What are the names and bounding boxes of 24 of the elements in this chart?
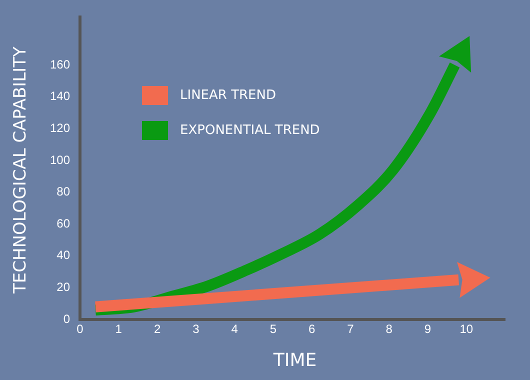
x-tick-label: 6 xyxy=(308,322,316,336)
legend-label: LINEAR TREND xyxy=(180,88,276,103)
y-axis-title: TECHNOLOGICAL CAPABILITY xyxy=(10,46,30,294)
x-tick-label: 7 xyxy=(347,322,354,336)
x-tick-label: 8 xyxy=(386,322,393,336)
x-tick-label: 2 xyxy=(154,322,161,336)
x-tick-label: 10 xyxy=(460,322,474,336)
y-tick-label: 140 xyxy=(50,89,70,104)
x-tick-label: 1 xyxy=(115,322,122,336)
x-tick-label: 3 xyxy=(192,322,200,336)
x-tick-label: 9 xyxy=(424,322,432,336)
x-axis-title: TIME xyxy=(272,350,318,371)
y-tick-label: 80 xyxy=(56,184,70,199)
y-tick-label: 120 xyxy=(50,120,70,135)
y-tick-label: 0 xyxy=(63,312,70,326)
x-tick-label: 0 xyxy=(76,322,84,336)
x-tick-label: 5 xyxy=(270,322,277,336)
y-tick-label: 100 xyxy=(50,152,70,167)
y-tick-label: 160 xyxy=(50,57,70,72)
y-tick-label: 60 xyxy=(56,216,70,230)
y-tick-label: 20 xyxy=(56,280,70,294)
x-tick-label: 4 xyxy=(231,322,238,336)
legend-label: EXPONENTIAL TREND xyxy=(180,123,320,138)
y-tick-label: 40 xyxy=(56,248,70,262)
